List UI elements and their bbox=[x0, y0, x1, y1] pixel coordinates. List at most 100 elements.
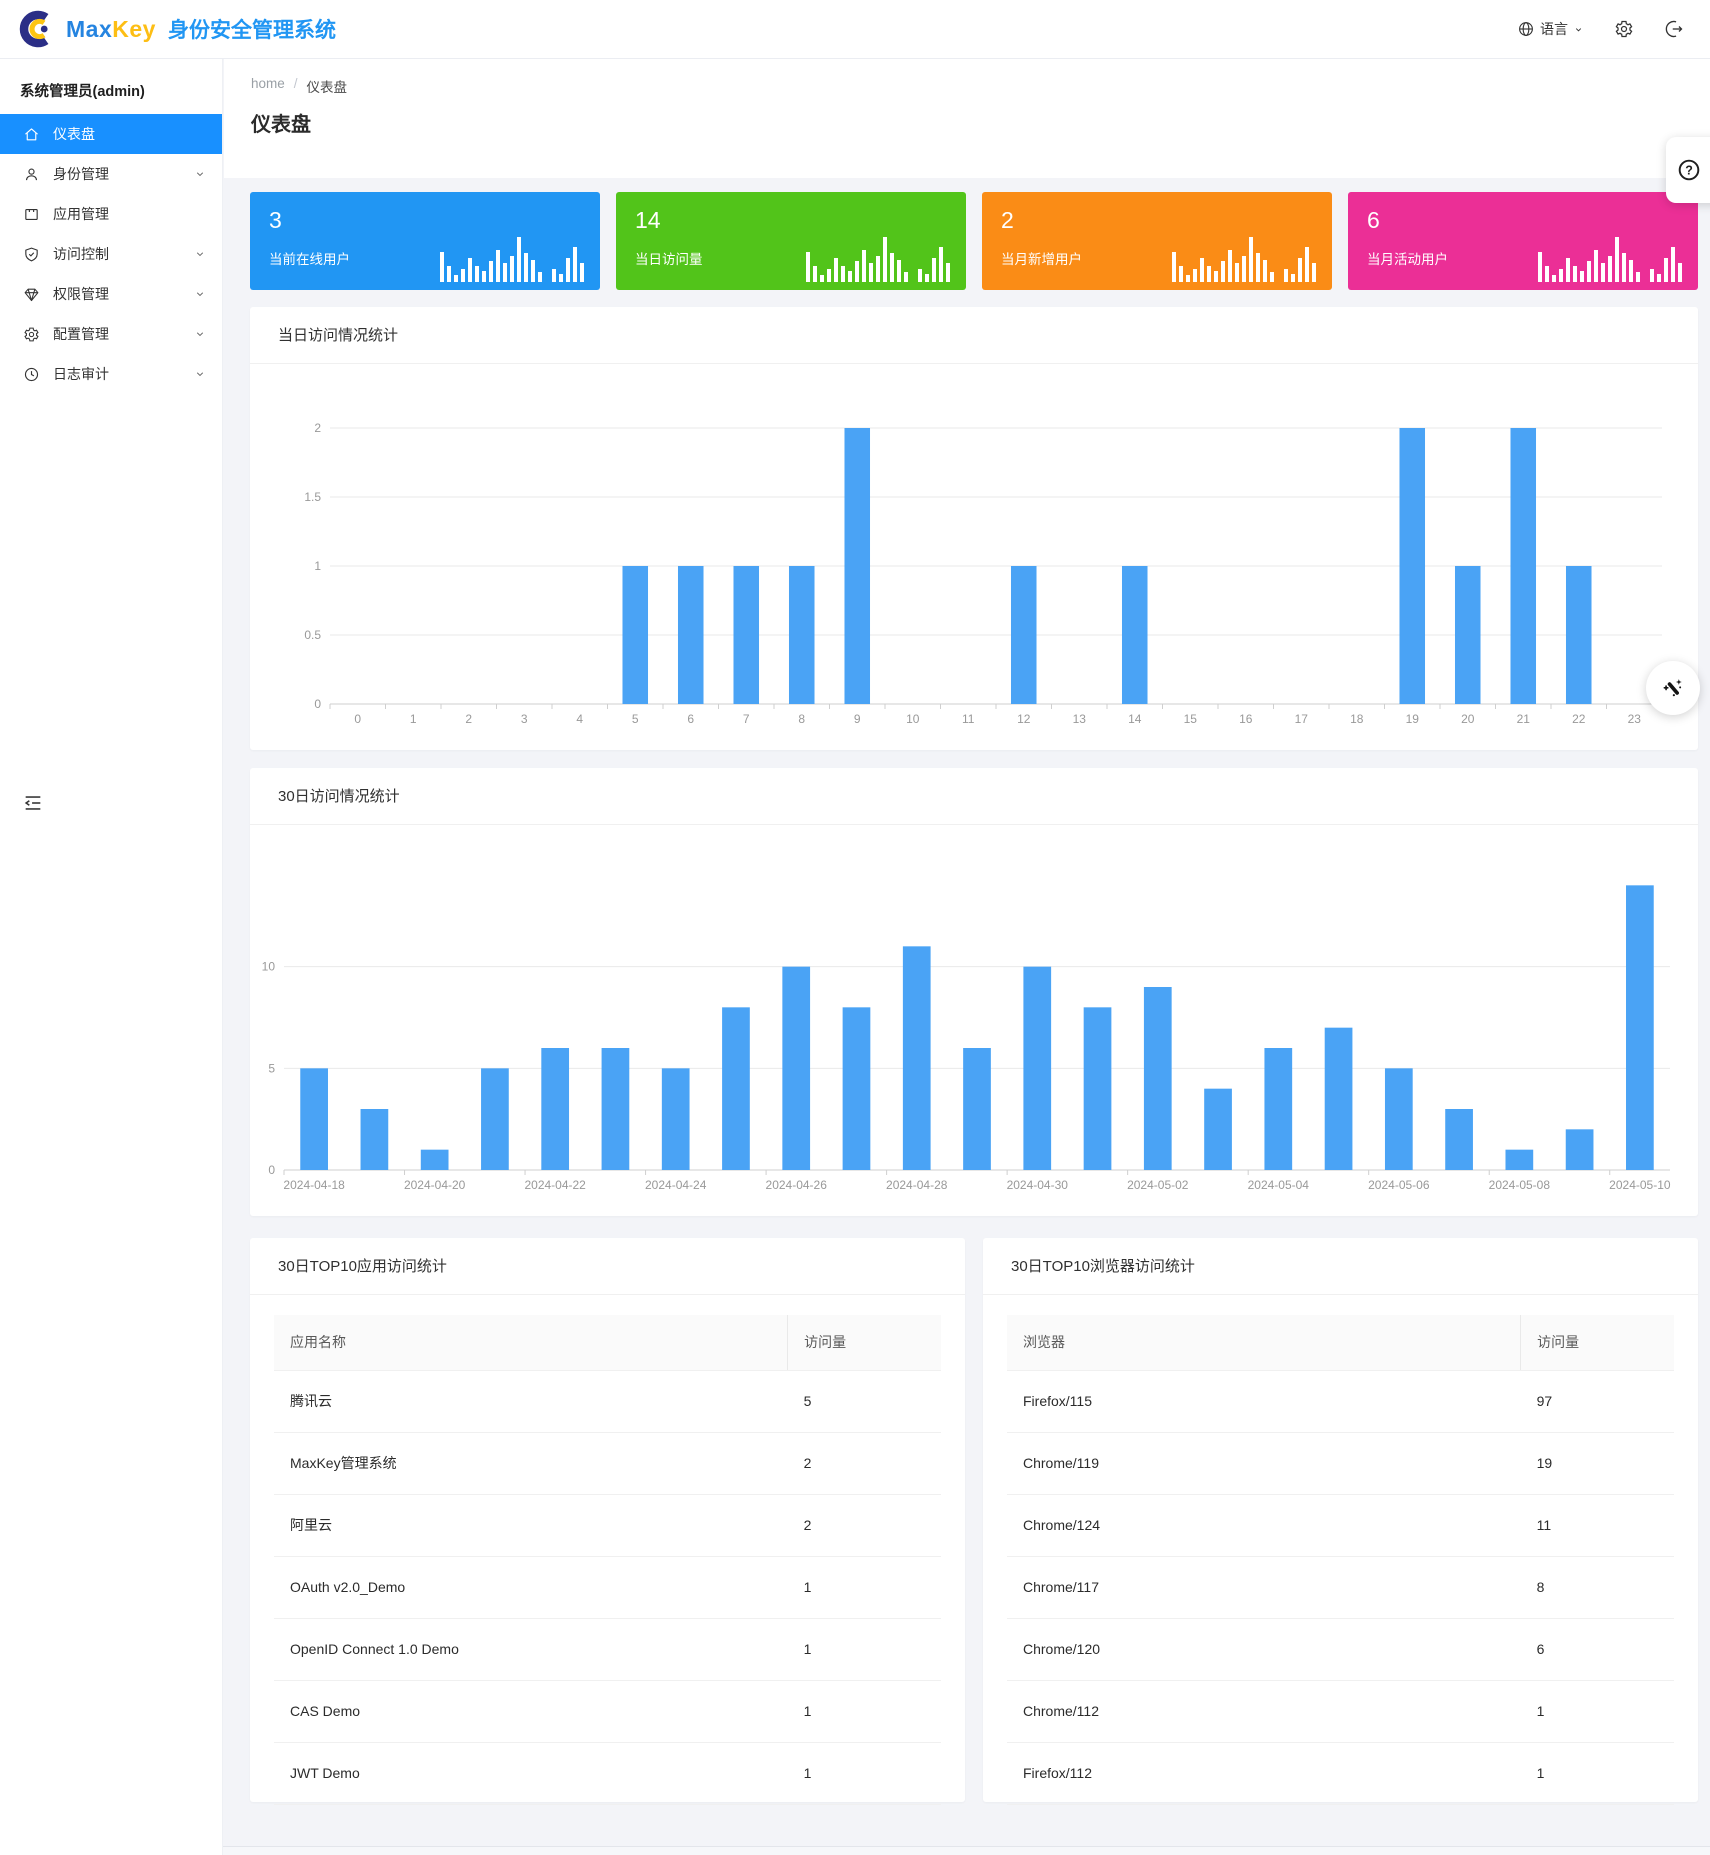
gem-icon bbox=[23, 286, 40, 303]
svg-text:15: 15 bbox=[1184, 712, 1198, 726]
svg-text:14: 14 bbox=[1128, 712, 1142, 726]
svg-text:16: 16 bbox=[1239, 712, 1253, 726]
svg-text:20: 20 bbox=[1461, 712, 1475, 726]
svg-text:9: 9 bbox=[854, 712, 861, 726]
app-icon bbox=[23, 206, 40, 223]
svg-text:10: 10 bbox=[262, 960, 276, 974]
svg-text:2024-04-18: 2024-04-18 bbox=[283, 1178, 345, 1192]
row-count-cell: 11 bbox=[1520, 1494, 1674, 1557]
sidebar-item-apps[interactable]: 应用管理 bbox=[0, 194, 222, 234]
column-header: 浏览器 bbox=[1007, 1315, 1521, 1371]
settings-button[interactable] bbox=[1614, 19, 1634, 39]
top-apps-card: 30日TOP10应用访问统计 应用名称 访问量 腾讯云 5 MaxKey管理系统 2 阿… bbox=[250, 1238, 965, 1805]
svg-text:2: 2 bbox=[314, 421, 321, 435]
stat-card-1: 14 当日访问量 bbox=[616, 192, 966, 290]
table-row: Chrome/117 8 bbox=[1007, 1556, 1674, 1619]
stat-label: 当前在线用户 bbox=[269, 252, 350, 267]
mini-bar-chart bbox=[806, 236, 950, 282]
svg-text:0: 0 bbox=[354, 712, 361, 726]
svg-text:12: 12 bbox=[1017, 712, 1031, 726]
svg-text:8: 8 bbox=[798, 712, 805, 726]
sidebar-item-config[interactable]: 配置管理 bbox=[0, 314, 222, 354]
row-name-cell: Firefox/112 bbox=[1007, 1742, 1521, 1805]
row-name-cell: Chrome/112 bbox=[1007, 1680, 1521, 1743]
mini-bar-chart bbox=[1172, 236, 1316, 282]
sidebar-item-access[interactable]: 访问控制 bbox=[0, 234, 222, 274]
stat-value: 2 bbox=[1001, 207, 1014, 233]
stat-label: 当月新增用户 bbox=[1001, 252, 1082, 267]
breadcrumb: home / 仪表盘 bbox=[251, 76, 347, 96]
chevron-down-icon bbox=[194, 328, 206, 340]
language-menu-button[interactable]: 语言 bbox=[1517, 19, 1584, 39]
table-row: 腾讯云 5 bbox=[274, 1370, 941, 1433]
mini-bar-chart bbox=[440, 236, 584, 282]
chevron-down-icon bbox=[1573, 24, 1584, 35]
row-count-cell: 1 bbox=[787, 1680, 941, 1743]
clock-icon bbox=[23, 366, 40, 383]
chevron-down-icon bbox=[194, 248, 206, 260]
svg-text:0.5: 0.5 bbox=[304, 628, 321, 642]
row-name-cell: MaxKey管理系统 bbox=[274, 1432, 788, 1495]
brand-link[interactable]: MaxKey 身份安全管理系统 bbox=[16, 8, 336, 50]
table-row: CAS Demo 1 bbox=[274, 1680, 941, 1743]
row-count-cell: 19 bbox=[1520, 1432, 1674, 1495]
stat-value: 14 bbox=[635, 207, 661, 233]
row-count-cell: 1 bbox=[787, 1618, 941, 1681]
svg-text:18: 18 bbox=[1350, 712, 1364, 726]
system-title: 身份安全管理系统 bbox=[167, 19, 336, 42]
chevron-down-icon bbox=[194, 168, 206, 180]
footer-strip bbox=[0, 1846, 1710, 1855]
table-row: OAuth v2.0_Demo 1 bbox=[274, 1556, 941, 1619]
svg-text:13: 13 bbox=[1073, 712, 1087, 726]
sidebar-item-dashboard[interactable]: 仪表盘 bbox=[0, 114, 222, 154]
sidebar-item-audit[interactable]: 日志审计 bbox=[0, 354, 222, 394]
svg-text:2024-05-06: 2024-05-06 bbox=[1368, 1178, 1430, 1192]
maxkey-logo-icon bbox=[16, 8, 58, 50]
table-row: Firefox/112 1 bbox=[1007, 1742, 1674, 1805]
row-name-cell: Chrome/119 bbox=[1007, 1432, 1521, 1495]
svg-text:2024-04-26: 2024-04-26 bbox=[766, 1178, 828, 1192]
breadcrumb-home-link[interactable]: home bbox=[251, 76, 285, 91]
table-row: Chrome/124 11 bbox=[1007, 1494, 1674, 1557]
row-count-cell: 1 bbox=[1520, 1742, 1674, 1805]
svg-text:0: 0 bbox=[314, 697, 321, 711]
sidebar-item-label: 访问控制 bbox=[53, 246, 109, 262]
monthly-visits-card: 30日访问情况统计 0 5 10 2024-04-18 2024-04-20 2024-0… bbox=[250, 768, 1698, 1216]
shield-icon bbox=[23, 246, 40, 263]
question-circle-icon: ? bbox=[1676, 157, 1702, 183]
table-row: 阿里云 2 bbox=[274, 1494, 941, 1557]
help-button[interactable]: ? bbox=[1666, 137, 1710, 203]
table-row: Firefox/115 97 bbox=[1007, 1370, 1674, 1433]
page-title: 仪表盘 bbox=[251, 114, 311, 136]
sidebar-item-permissions[interactable]: 权限管理 bbox=[0, 274, 222, 314]
svg-text:2: 2 bbox=[465, 712, 472, 726]
sidebar-item-identity[interactable]: 身份管理 bbox=[0, 154, 222, 194]
assistant-wand-button[interactable] bbox=[1646, 661, 1700, 715]
stat-label: 当日访问量 bbox=[635, 252, 703, 267]
logout-button[interactable] bbox=[1664, 19, 1684, 39]
row-count-cell: 97 bbox=[1520, 1370, 1674, 1433]
sidebar: 系统管理员(admin) 仪表盘 身份管理 应用管理 访问控制 权限管理 配置管理 日志审计 bbox=[0, 59, 223, 1855]
stat-value: 3 bbox=[269, 207, 282, 233]
sidebar-collapse-button[interactable] bbox=[22, 792, 44, 814]
mini-bar-chart bbox=[1538, 236, 1682, 282]
row-name-cell: Chrome/117 bbox=[1007, 1556, 1521, 1619]
column-header: 访问量 bbox=[1520, 1315, 1674, 1371]
sidebar-item-label: 配置管理 bbox=[53, 326, 109, 342]
svg-text:4: 4 bbox=[576, 712, 583, 726]
svg-text:2024-05-10: 2024-05-10 bbox=[1609, 1178, 1671, 1192]
svg-text:17: 17 bbox=[1295, 712, 1309, 726]
stat-card-3: 6 当月活动用户 bbox=[1348, 192, 1698, 290]
column-header: 应用名称 bbox=[274, 1315, 788, 1371]
hourly-visits-chart: 00.511.520 1 2 3 4 5 6 7 8 9 10 11 12 13 14 15 16 17 18 19 2… bbox=[304, 421, 1663, 726]
row-count-cell: 1 bbox=[787, 1742, 941, 1805]
table-row: Chrome/119 19 bbox=[1007, 1432, 1674, 1495]
top-browsers-table: 浏览器 访问量 Firefox/115 97 Chrome/119 19 Chrome/… bbox=[1007, 1315, 1674, 1805]
svg-text:2024-04-28: 2024-04-28 bbox=[886, 1178, 948, 1192]
table-row: OpenID Connect 1.0 Demo 1 bbox=[274, 1618, 941, 1681]
row-name-cell: Chrome/120 bbox=[1007, 1618, 1521, 1681]
svg-text:2024-04-24: 2024-04-24 bbox=[645, 1178, 707, 1192]
table-row: Chrome/120 6 bbox=[1007, 1618, 1674, 1681]
table-row: Chrome/112 1 bbox=[1007, 1680, 1674, 1743]
svg-text:?: ? bbox=[1685, 163, 1693, 177]
